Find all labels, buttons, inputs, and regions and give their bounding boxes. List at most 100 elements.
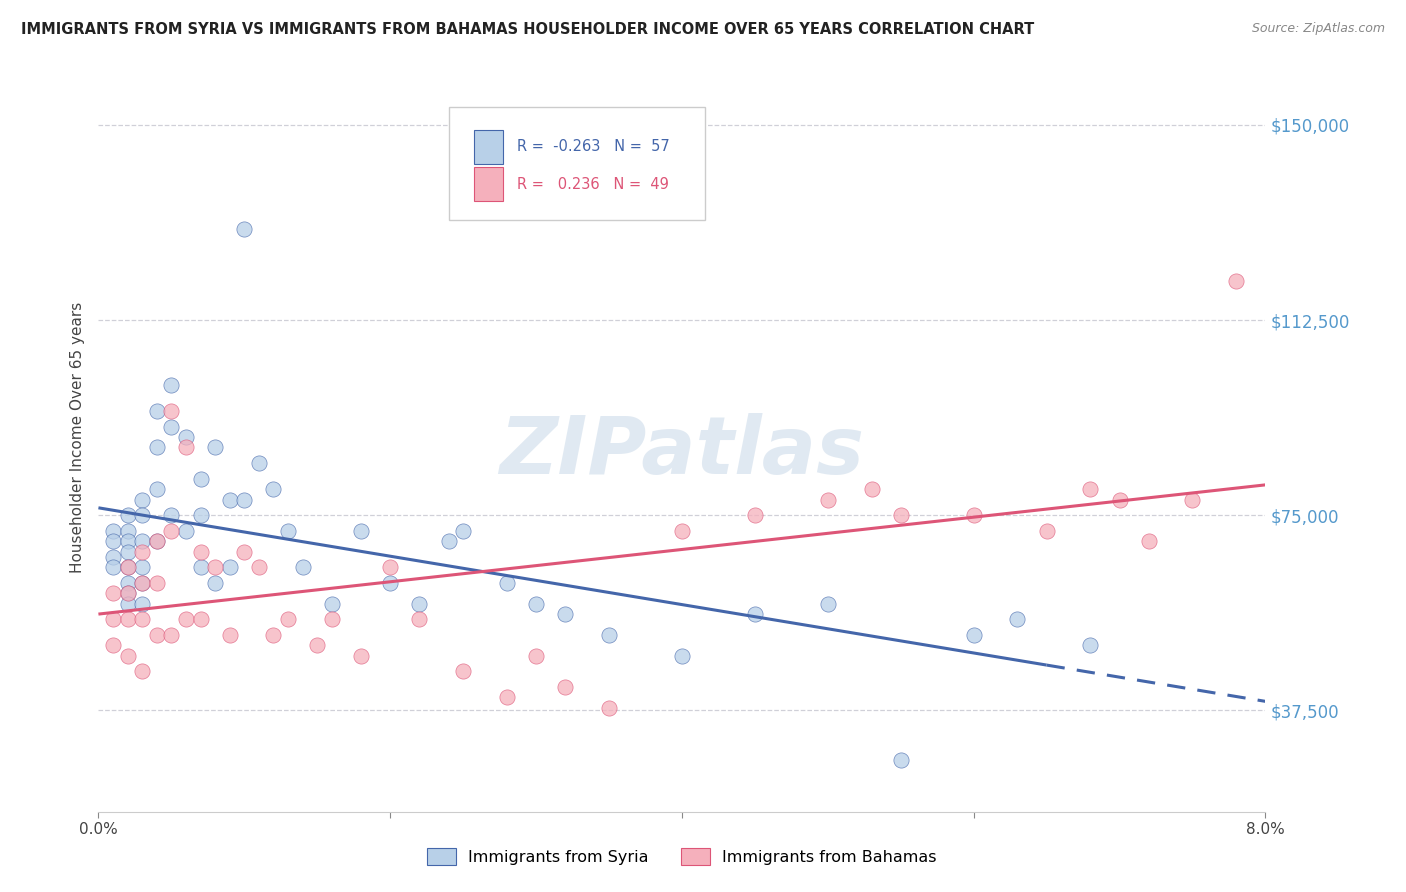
Text: IMMIGRANTS FROM SYRIA VS IMMIGRANTS FROM BAHAMAS HOUSEHOLDER INCOME OVER 65 YEAR: IMMIGRANTS FROM SYRIA VS IMMIGRANTS FROM… (21, 22, 1035, 37)
Point (1181, 492, 1204, 507)
Point (277, 524, 299, 538)
Point (131, 560, 153, 574)
Point (101, 586, 124, 600)
Point (262, 482, 284, 496)
Point (817, 597, 839, 611)
Point (744, 607, 766, 621)
Point (277, 612, 299, 626)
Point (218, 628, 240, 642)
FancyBboxPatch shape (449, 107, 706, 219)
Point (117, 586, 139, 600)
Point (131, 544, 153, 558)
Y-axis label: Householder Income Over 65 years: Householder Income Over 65 years (69, 301, 84, 573)
Point (117, 560, 139, 574)
Point (380, 560, 402, 574)
Point (262, 628, 284, 642)
Point (101, 560, 124, 574)
Point (146, 482, 169, 496)
Legend: Immigrants from Syria, Immigrants from Bahamas: Immigrants from Syria, Immigrants from B… (420, 842, 943, 871)
Point (233, 222, 256, 236)
Point (321, 597, 343, 611)
Point (408, 612, 430, 626)
Point (744, 508, 766, 523)
Point (117, 597, 139, 611)
Point (408, 597, 430, 611)
Point (160, 628, 183, 642)
Point (190, 544, 212, 558)
Point (117, 612, 139, 626)
Point (190, 508, 212, 523)
Point (1108, 492, 1130, 507)
Point (160, 508, 183, 523)
Point (131, 534, 153, 549)
Point (160, 524, 183, 538)
Point (437, 534, 460, 549)
Point (671, 648, 693, 663)
Point (291, 560, 314, 574)
Point (860, 482, 883, 496)
Point (204, 560, 226, 574)
Point (524, 648, 547, 663)
Point (204, 575, 226, 590)
Point (524, 597, 547, 611)
Point (1007, 612, 1029, 626)
Point (350, 524, 373, 538)
Point (671, 524, 693, 538)
Point (1225, 274, 1247, 288)
Point (131, 612, 153, 626)
Point (131, 508, 153, 523)
Point (190, 612, 212, 626)
Point (190, 560, 212, 574)
Point (131, 492, 153, 507)
Point (146, 534, 169, 549)
Point (160, 378, 183, 392)
Point (117, 508, 139, 523)
Text: Source: ZipAtlas.com: Source: ZipAtlas.com (1251, 22, 1385, 36)
Point (131, 664, 153, 679)
Text: R =  -0.263   N =  57: R = -0.263 N = 57 (517, 139, 671, 154)
Point (117, 560, 139, 574)
Point (1080, 638, 1102, 652)
Point (131, 575, 153, 590)
Point (101, 524, 124, 538)
Point (174, 430, 197, 444)
Point (146, 441, 169, 455)
Point (350, 648, 373, 663)
Point (598, 700, 620, 714)
Point (101, 638, 124, 652)
Point (218, 560, 240, 574)
Point (174, 524, 197, 538)
Point (451, 664, 474, 679)
Point (117, 575, 139, 590)
Point (247, 560, 270, 574)
Point (817, 492, 839, 507)
Point (174, 612, 197, 626)
Point (496, 690, 519, 705)
Point (890, 753, 912, 767)
Point (1035, 524, 1057, 538)
Point (247, 456, 270, 470)
Point (218, 492, 240, 507)
Point (117, 648, 139, 663)
Point (1080, 482, 1102, 496)
Text: ZIPatlas: ZIPatlas (499, 413, 865, 491)
Point (131, 575, 153, 590)
Point (190, 472, 212, 486)
Point (598, 628, 620, 642)
Point (101, 612, 124, 626)
Point (160, 404, 183, 418)
Point (496, 575, 519, 590)
Point (101, 549, 124, 564)
Point (146, 534, 169, 549)
Point (233, 544, 256, 558)
Bar (474, 168, 503, 201)
Point (554, 607, 576, 621)
Point (890, 508, 912, 523)
Point (962, 628, 984, 642)
Text: R =   0.236   N =  49: R = 0.236 N = 49 (517, 177, 669, 192)
Point (117, 544, 139, 558)
Point (117, 586, 139, 600)
Point (117, 534, 139, 549)
Point (131, 597, 153, 611)
Point (554, 680, 576, 694)
